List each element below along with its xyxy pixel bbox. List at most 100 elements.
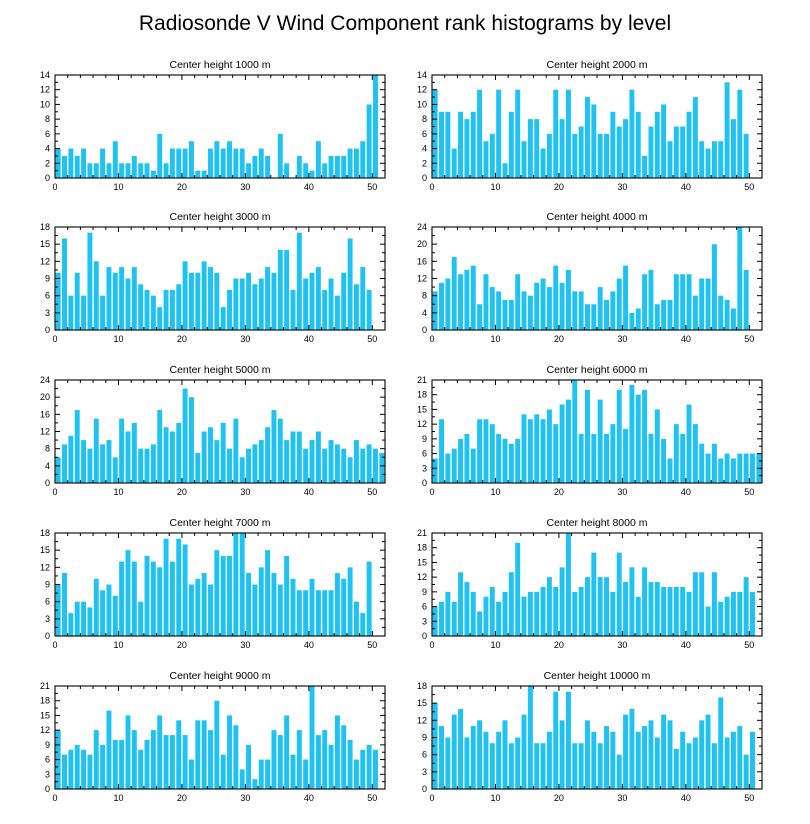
x-tick-label: 50 bbox=[744, 334, 754, 344]
histogram-bar bbox=[296, 431, 302, 483]
x-tick-label: 30 bbox=[617, 793, 627, 803]
histogram-bar bbox=[373, 75, 378, 178]
histogram-bar bbox=[527, 686, 533, 789]
histogram-bar bbox=[239, 148, 245, 178]
histogram-bar bbox=[432, 291, 438, 331]
y-tick-label: 9 bbox=[422, 434, 427, 444]
y-tick-label: 2 bbox=[422, 158, 427, 168]
histogram-bar bbox=[451, 601, 457, 636]
histogram-bar bbox=[464, 737, 470, 789]
y-tick-label: 6 bbox=[422, 750, 427, 760]
y-tick-label: 2 bbox=[45, 158, 50, 168]
histogram-bar bbox=[341, 578, 347, 636]
histogram-bar bbox=[553, 586, 559, 636]
histogram-bar bbox=[360, 267, 366, 330]
histogram-bar bbox=[711, 443, 717, 483]
histogram-bar bbox=[534, 282, 540, 330]
histogram-bar bbox=[239, 457, 245, 483]
histogram-bar bbox=[188, 141, 194, 178]
histogram-bar bbox=[635, 394, 641, 483]
histogram-bar bbox=[432, 703, 438, 789]
x-tick-label: 10 bbox=[113, 182, 123, 192]
histogram-bar bbox=[623, 714, 629, 789]
histogram-bar bbox=[188, 759, 194, 789]
histogram-bar bbox=[464, 119, 470, 178]
histogram-bar bbox=[239, 278, 245, 330]
histogram-bar bbox=[328, 440, 334, 483]
histogram-bar bbox=[315, 735, 321, 789]
histogram-bar bbox=[546, 287, 552, 330]
histogram-bar bbox=[464, 582, 470, 636]
histogram-bar bbox=[81, 749, 87, 789]
histogram-bar bbox=[642, 567, 648, 636]
histogram-bar bbox=[271, 573, 277, 636]
histogram-bar bbox=[220, 754, 226, 789]
histogram-bar bbox=[629, 89, 635, 178]
histogram-bar bbox=[182, 388, 188, 483]
y-tick-label: 6 bbox=[422, 129, 427, 139]
histogram-bar bbox=[55, 457, 61, 483]
histogram-bar bbox=[277, 584, 283, 636]
x-tick-label: 20 bbox=[554, 182, 564, 192]
histogram-bar bbox=[686, 111, 692, 178]
histogram-bar bbox=[188, 397, 194, 483]
chart-panel-8: Center height 8000 m 0 10 20 30 40 50 0 3 6 9 12 15 1… bbox=[417, 517, 763, 650]
histogram-bar bbox=[597, 287, 603, 330]
histogram-bar bbox=[347, 238, 353, 330]
histogram-bar bbox=[62, 754, 67, 789]
histogram-bar bbox=[737, 89, 743, 178]
histogram-bar bbox=[258, 567, 264, 636]
x-tick-label: 20 bbox=[554, 640, 564, 650]
histogram-bar bbox=[553, 265, 559, 331]
panel-title: Center height 2000 m bbox=[547, 59, 648, 71]
x-tick-label: 0 bbox=[52, 334, 57, 344]
x-tick-label: 40 bbox=[304, 487, 314, 497]
histogram-bar bbox=[195, 170, 201, 178]
y-tick-label: 16 bbox=[417, 256, 427, 266]
histogram-bar bbox=[508, 443, 514, 483]
histogram-bar bbox=[119, 418, 125, 484]
histogram-bar bbox=[565, 691, 571, 789]
histogram-bar bbox=[515, 737, 521, 789]
histogram-bar bbox=[246, 744, 252, 789]
histogram-bar bbox=[150, 170, 156, 178]
histogram-bar bbox=[220, 422, 226, 483]
histogram-bar bbox=[220, 307, 226, 330]
histogram-bar bbox=[477, 419, 483, 483]
histogram-bar bbox=[373, 749, 378, 789]
histogram-bar bbox=[737, 227, 743, 330]
histogram-bar bbox=[559, 404, 565, 483]
histogram-bar bbox=[68, 749, 74, 789]
histogram-bar bbox=[565, 399, 571, 483]
histogram-bar bbox=[508, 111, 514, 178]
histogram-bar bbox=[252, 779, 258, 789]
histogram-bar bbox=[284, 555, 290, 636]
x-tick-label: 30 bbox=[240, 487, 250, 497]
y-tick-label: 6 bbox=[45, 291, 50, 301]
chart-panel-1: Center height 1000 m 0 10 20 30 40 50 0 2 4 6 8 10 12… bbox=[40, 59, 386, 192]
x-tick-label: 0 bbox=[429, 793, 434, 803]
histogram-bar bbox=[144, 163, 150, 178]
histogram-bar bbox=[106, 440, 112, 483]
histogram-bar bbox=[680, 126, 686, 178]
y-tick-label: 4 bbox=[45, 144, 50, 154]
histogram-bar bbox=[328, 590, 334, 636]
histogram-bar bbox=[163, 427, 169, 483]
histogram-bar bbox=[470, 591, 476, 636]
x-tick-label: 40 bbox=[304, 793, 314, 803]
histogram-bar bbox=[265, 759, 271, 789]
chart-panel-4: Center height 4000 m 0 10 20 30 40 50 0 4 8 12 16 20… bbox=[417, 211, 763, 344]
histogram-bar bbox=[265, 427, 271, 483]
histogram-bar bbox=[692, 737, 698, 789]
histogram-bar bbox=[464, 269, 470, 330]
histogram-bar bbox=[296, 155, 302, 178]
histogram-bar bbox=[585, 577, 590, 636]
histogram-bar bbox=[508, 299, 514, 330]
histogram-bar bbox=[265, 550, 271, 636]
histogram-bar bbox=[62, 155, 67, 178]
histogram-bar bbox=[220, 148, 226, 178]
y-tick-label: 8 bbox=[422, 291, 427, 301]
x-tick-label: 10 bbox=[490, 640, 500, 650]
histogram-bar bbox=[591, 552, 597, 636]
histogram-bar bbox=[458, 111, 464, 178]
